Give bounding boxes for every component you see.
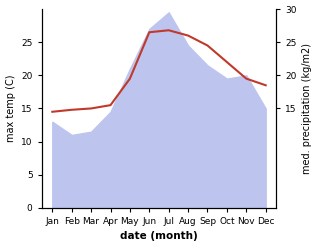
X-axis label: date (month): date (month) xyxy=(120,231,198,242)
Y-axis label: max temp (C): max temp (C) xyxy=(5,75,16,142)
Y-axis label: med. precipitation (kg/m2): med. precipitation (kg/m2) xyxy=(302,43,313,174)
